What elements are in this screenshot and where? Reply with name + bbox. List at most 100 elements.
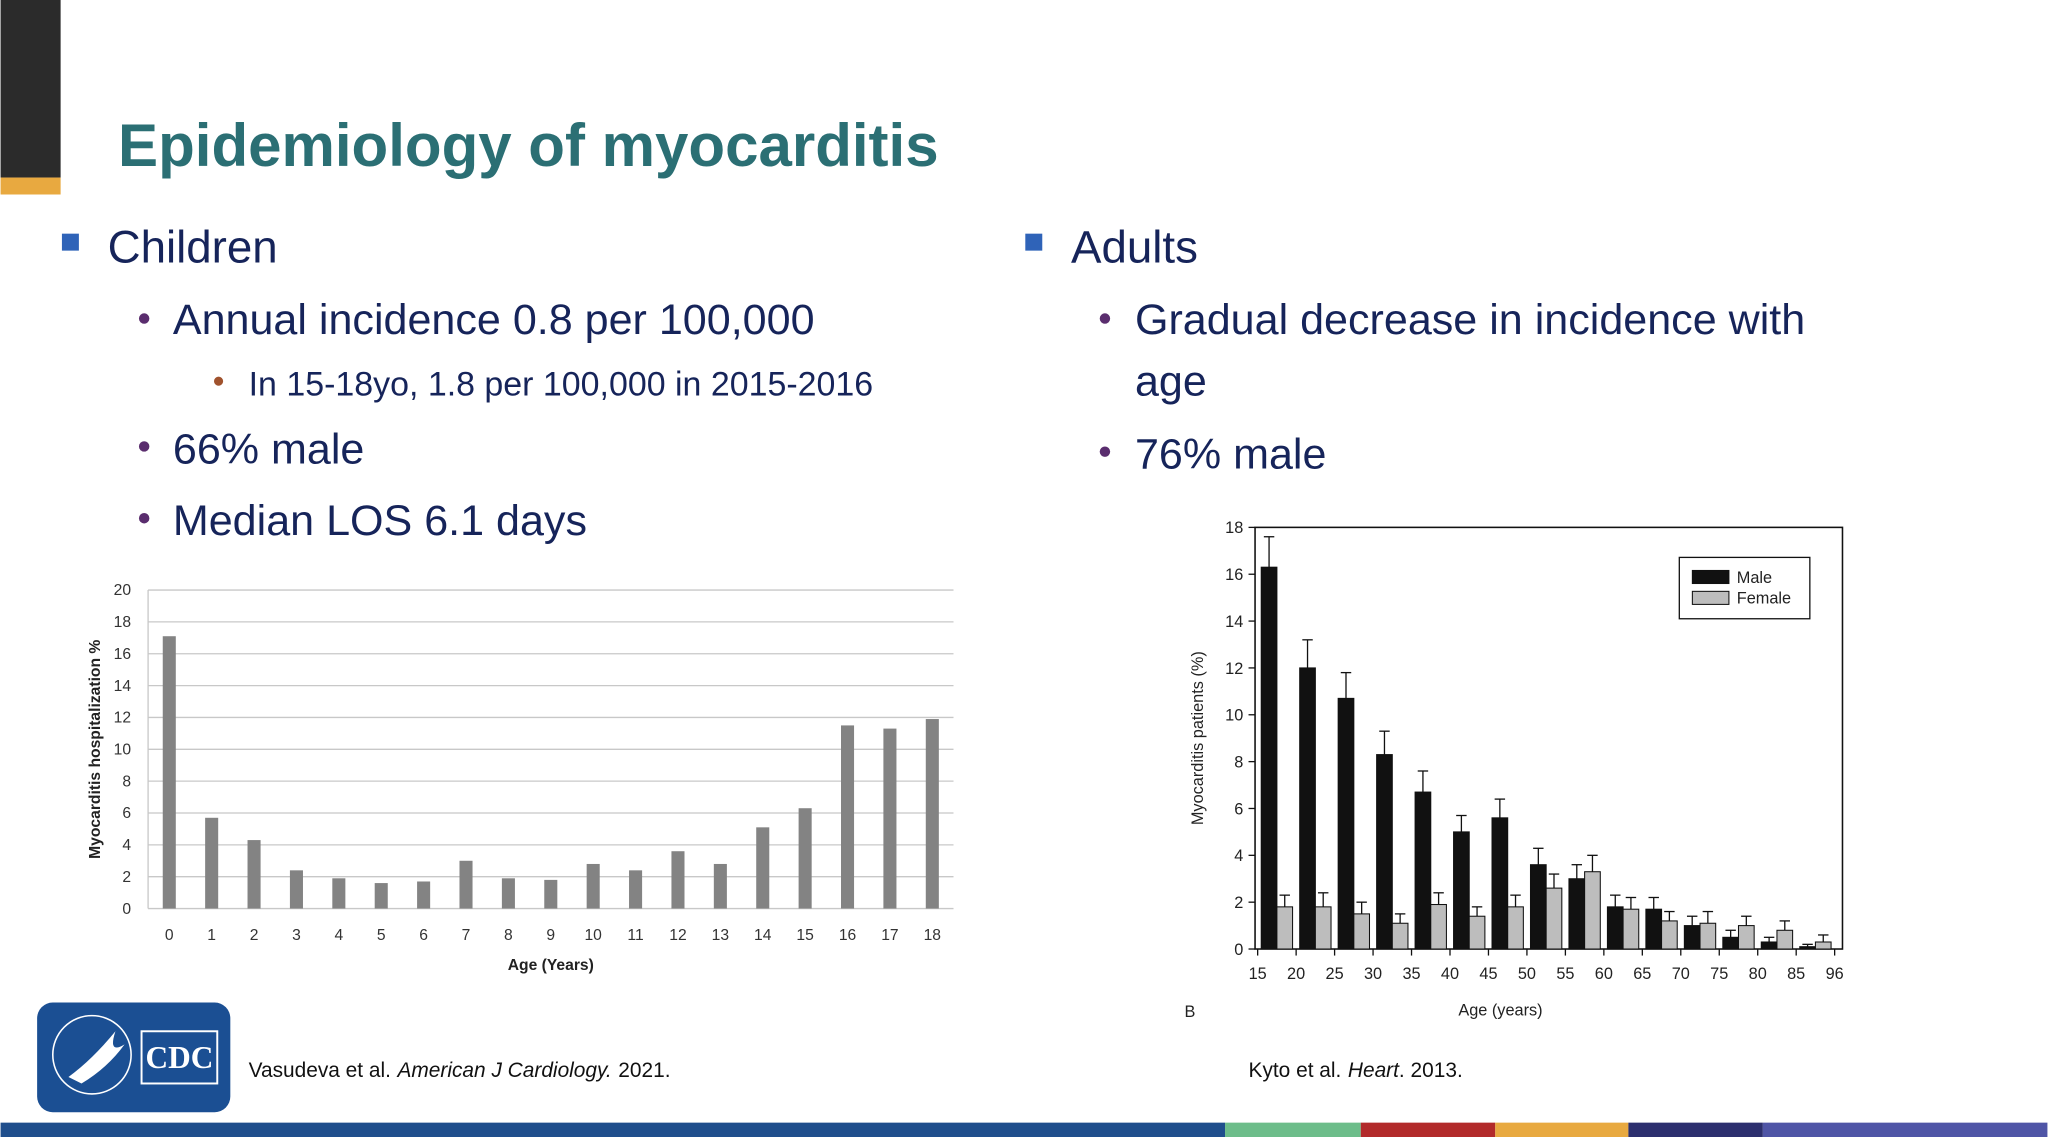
y-tick-label: 6	[122, 805, 131, 822]
x-tick-label: 80	[1749, 965, 1767, 983]
y-tick-label: 18	[114, 614, 132, 631]
bar	[1507, 906, 1524, 950]
citation: Vasudeva et al. American J Cardiology. 202…	[249, 1059, 671, 1082]
x-tick-label: 45	[1479, 965, 1497, 983]
strip	[0, 1122, 1226, 1137]
y-tick-label: 20	[114, 582, 132, 599]
dot-bullet	[1099, 446, 1111, 457]
panel-label: B	[1185, 1003, 1196, 1021]
citation-journal: American J Cardiology.	[395, 1059, 611, 1082]
bar	[1776, 929, 1794, 950]
citation-authors: Vasudeva et al.	[249, 1059, 391, 1082]
x-tick-label: 70	[1672, 965, 1690, 983]
bar	[1622, 908, 1640, 950]
bar	[586, 863, 600, 909]
x-tick-label: 25	[1326, 965, 1344, 983]
y-tick-label: 18	[1225, 519, 1243, 537]
bullet: Median LOS 6.1 days	[173, 497, 587, 545]
y-tick-label: 12	[114, 710, 131, 727]
square-bullet	[1025, 233, 1043, 251]
bar	[289, 870, 303, 909]
x-tick-label: 1	[207, 927, 216, 944]
bar	[1661, 920, 1678, 950]
legend-label: Female	[1737, 590, 1791, 608]
bar	[1353, 913, 1371, 950]
y-tick-label: 2	[122, 869, 131, 886]
bar	[925, 719, 939, 909]
bar	[1468, 915, 1486, 950]
bar	[1430, 903, 1447, 950]
bar	[798, 808, 812, 909]
bar	[713, 863, 727, 909]
bar	[883, 728, 897, 909]
bar	[1584, 871, 1601, 950]
bar	[1814, 941, 1832, 950]
x-tick-label: 4	[334, 927, 343, 944]
dot-bullet	[138, 441, 150, 452]
corner-block	[0, 0, 61, 178]
citation-year: . 2013.	[1399, 1059, 1463, 1082]
bar	[1606, 906, 1624, 950]
x-tick-label: 75	[1710, 965, 1728, 983]
bullet: age	[1135, 358, 1207, 406]
x-tick-label: 85	[1787, 965, 1805, 983]
x-tick-label: 6	[419, 927, 428, 944]
dot-bullet	[138, 513, 150, 524]
bullet: 76% male	[1135, 431, 1327, 479]
bullet: Annual incidence 0.8 per 100,000	[173, 296, 815, 344]
cdc-logo	[37, 1002, 231, 1113]
bar	[247, 840, 261, 909]
cdc-box	[140, 1030, 219, 1085]
bar	[1683, 925, 1701, 950]
hhs-seal	[52, 1014, 132, 1095]
bar	[501, 878, 515, 909]
x-tick-label: 12	[669, 927, 686, 944]
x-axis-label: Age (years)	[1458, 1002, 1542, 1020]
dot-bullet	[214, 376, 224, 386]
y-tick-label: 8	[1234, 754, 1243, 772]
x-tick-label: 40	[1441, 965, 1459, 983]
x-tick-label: 65	[1633, 965, 1651, 983]
y-tick-label: 0	[122, 901, 131, 918]
strip	[1762, 1122, 2048, 1137]
x-tick-label: 35	[1402, 965, 1420, 983]
x-tick-label: 20	[1287, 965, 1305, 983]
slide-title: Epidemiology of myocarditis	[118, 112, 939, 179]
x-tick-label: 96	[1826, 965, 1844, 983]
bar	[629, 870, 643, 909]
bar	[1260, 566, 1278, 950]
cdc-wordmark: CDC	[145, 1040, 213, 1075]
strip	[1360, 1122, 1496, 1137]
bar	[1376, 754, 1393, 950]
x-tick-label: 50	[1518, 965, 1536, 983]
bar	[841, 725, 855, 909]
bar	[1414, 791, 1432, 950]
bar	[1722, 936, 1740, 950]
bar	[756, 827, 770, 909]
bar	[1337, 697, 1355, 950]
bar	[162, 636, 176, 909]
legend-frame	[1678, 556, 1811, 620]
bar	[1545, 887, 1563, 950]
y-tick-label: 4	[1234, 847, 1243, 865]
y-tick-label: 0	[1234, 941, 1243, 959]
x-tick-label: 18	[924, 927, 942, 944]
x-tick-label: 7	[462, 927, 471, 944]
y-tick-label: 10	[114, 742, 132, 759]
citation-journal: Heart	[1348, 1059, 1400, 1082]
bar	[1737, 925, 1755, 950]
citation: Kyto et al. Heart. 2013.	[1249, 1059, 1463, 1082]
x-tick-label: 5	[377, 927, 386, 944]
x-tick-label: 30	[1364, 965, 1382, 983]
sub-bullet: In 15-18yo, 1.8 per 100,000 in 2015-2016	[249, 366, 874, 404]
bar	[1299, 667, 1316, 950]
bar	[1391, 922, 1409, 950]
x-tick-label: 55	[1556, 965, 1574, 983]
x-tick-label: 11	[627, 927, 643, 944]
bar	[1491, 817, 1509, 950]
y-tick-label: 2	[1234, 894, 1243, 912]
x-tick-label: 3	[292, 927, 301, 944]
legend-swatch	[1691, 590, 1730, 605]
bar	[671, 851, 685, 909]
